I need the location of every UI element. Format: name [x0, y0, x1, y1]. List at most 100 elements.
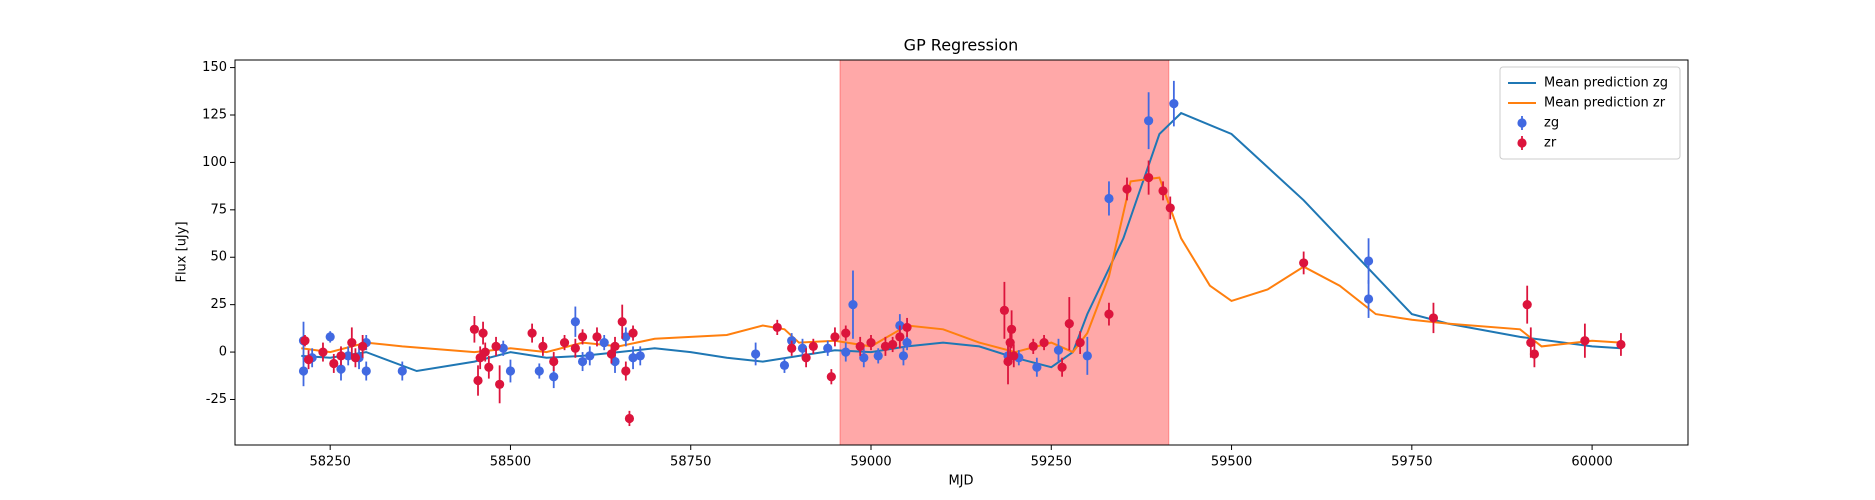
chart-title: GP Regression — [904, 36, 1019, 55]
y-tick-label: -25 — [206, 392, 227, 407]
data-point — [1039, 337, 1049, 348]
x-tick-label: 59000 — [850, 455, 891, 470]
data-point — [610, 341, 620, 351]
data-point — [606, 349, 617, 359]
data-point — [895, 332, 905, 342]
data-point — [361, 366, 371, 376]
legend-box — [1499, 66, 1681, 160]
data-point — [495, 379, 505, 389]
data-point — [808, 341, 818, 351]
data-point — [628, 328, 638, 338]
data-point — [303, 355, 314, 365]
data-point — [329, 358, 339, 369]
data-point — [1165, 203, 1175, 213]
data-point — [610, 356, 620, 367]
data-point — [1522, 300, 1532, 310]
data-point — [787, 343, 797, 353]
data-point — [1158, 186, 1168, 196]
legend-swatch — [1517, 118, 1527, 128]
legend-swatch — [1517, 138, 1527, 148]
data-point — [624, 413, 635, 424]
data-point — [527, 328, 537, 338]
legend-label: zg — [1544, 116, 1559, 131]
data-point — [570, 317, 580, 327]
data-point — [1580, 336, 1590, 346]
data-point — [1053, 345, 1064, 355]
data-point — [628, 353, 638, 363]
x-tick-label: 59250 — [1031, 455, 1072, 470]
plot-area — [298, 80, 1626, 427]
data-point — [841, 347, 851, 357]
data-point — [358, 341, 368, 351]
data-point — [635, 351, 645, 361]
y-tick-label: 150 — [202, 60, 227, 75]
data-point — [549, 356, 559, 367]
data-point — [823, 343, 833, 353]
data-point — [1057, 362, 1067, 372]
data-point — [1003, 356, 1013, 367]
legend-label: Mean prediction zg — [1544, 76, 1668, 91]
data-point — [300, 336, 310, 346]
y-tick-label: 125 — [202, 108, 227, 123]
data-point — [480, 347, 490, 357]
data-point — [577, 332, 588, 342]
data-point — [880, 341, 891, 351]
data-point — [1428, 313, 1439, 323]
x-tick-label: 60000 — [1571, 455, 1612, 470]
legend-label: Mean prediction zr — [1544, 96, 1666, 111]
data-point — [484, 362, 494, 372]
data-point — [617, 317, 627, 327]
data-point — [336, 364, 346, 374]
data-point — [621, 366, 631, 376]
data-point — [1082, 351, 1092, 361]
x-axis-label: MJD — [948, 474, 973, 489]
data-point — [478, 328, 488, 338]
data-point — [1144, 172, 1154, 183]
data-point — [498, 343, 508, 353]
data-point — [779, 360, 790, 370]
data-point — [599, 337, 609, 348]
data-point — [549, 372, 559, 382]
data-point — [751, 349, 761, 359]
data-point — [1144, 116, 1154, 126]
x-tick-label: 58500 — [490, 455, 531, 470]
data-point — [1032, 362, 1042, 372]
legend-label: zr — [1544, 136, 1557, 151]
data-point — [469, 324, 480, 334]
data-point — [826, 372, 836, 382]
data-point — [866, 337, 876, 348]
data-point — [347, 337, 357, 348]
data-point — [1104, 193, 1114, 204]
data-point — [902, 322, 912, 333]
data-point — [577, 356, 588, 367]
data-point — [1075, 337, 1085, 348]
data-point — [570, 343, 580, 353]
data-point — [336, 351, 346, 361]
data-point — [898, 351, 909, 361]
data-point — [999, 305, 1010, 315]
data-point — [592, 332, 602, 342]
data-point — [1363, 294, 1374, 304]
plot-frame — [234, 59, 1689, 446]
data-point — [325, 332, 335, 342]
data-point — [1064, 319, 1074, 329]
mean-line — [301, 111, 1621, 373]
data-point — [859, 353, 869, 363]
data-point — [772, 322, 782, 333]
data-point — [1122, 184, 1132, 194]
data-point — [538, 341, 548, 351]
y-tick-label: 100 — [202, 155, 227, 170]
data-point — [797, 343, 808, 353]
data-point — [1028, 341, 1038, 351]
data-point — [298, 366, 309, 376]
data-point — [505, 366, 516, 376]
data-point — [848, 300, 858, 310]
data-point — [873, 351, 883, 361]
x-tick-label: 58750 — [670, 455, 711, 470]
data-point — [1529, 349, 1540, 359]
data-point — [473, 375, 483, 386]
data-point — [1169, 99, 1179, 109]
data-point — [350, 353, 361, 363]
